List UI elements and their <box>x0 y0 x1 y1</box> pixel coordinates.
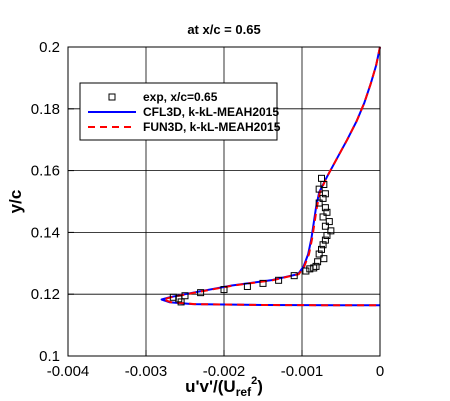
y-tick-label: 0.12 <box>31 286 60 303</box>
exp-data-point <box>319 241 327 249</box>
exp-data-point <box>320 181 328 189</box>
fun3d-series-line <box>162 46 381 307</box>
x-tick-label: 0 <box>376 363 384 380</box>
y-tick-label: 0.14 <box>31 224 60 241</box>
chart-title: at x/c = 0.65 <box>187 22 260 37</box>
legend-item-fun3d: FUN3D, k-kL-MEAH2015 <box>143 120 281 134</box>
exp-data-point <box>321 190 329 198</box>
y-axis-label: y/c <box>6 190 25 214</box>
exp-data-point <box>325 218 333 226</box>
exp-data-point <box>319 213 327 221</box>
y-tick-label: 0.18 <box>31 101 60 118</box>
exp-data-point <box>319 194 327 202</box>
exp-data-point <box>323 231 331 239</box>
legend-marker-square <box>108 93 116 101</box>
exp-data-point <box>321 204 329 212</box>
exp-data-point <box>306 265 314 273</box>
exp-data-point <box>323 208 331 216</box>
exp-data-point <box>321 222 329 230</box>
exp-data-point <box>197 289 205 297</box>
series-layer <box>160 46 381 307</box>
exp-data-point <box>315 185 323 193</box>
exp-data-point <box>177 298 185 306</box>
x-axis-label-subscript: ref <box>236 385 252 399</box>
exp-data-point <box>314 258 322 266</box>
exp-data-point <box>327 227 335 235</box>
exp-data-point <box>315 250 323 258</box>
exp-data-point <box>243 282 251 290</box>
exp-data-point <box>310 264 318 272</box>
x-axis-label-close: ) <box>257 377 263 396</box>
exp-data-point <box>275 276 283 284</box>
exp-data-point <box>321 236 329 244</box>
exp-data-point <box>169 293 177 301</box>
axis-ticks: -0.004 -0.003 -0.002 -0.001 0 0.1 0.12 0.14 0.16… <box>31 39 384 380</box>
legend-item-exp: exp, x/c=0.65 <box>143 90 218 104</box>
exp-data-point <box>318 245 325 253</box>
x-tick-label: -0.004 <box>47 363 90 380</box>
exp-data-point <box>259 279 267 287</box>
exp-data-point <box>220 286 228 294</box>
exp-data-point <box>302 267 310 275</box>
x-axis-label-main: u'v'/(U <box>185 377 236 396</box>
y-tick-label: 0.2 <box>39 39 60 56</box>
exp-data-point <box>290 272 298 280</box>
exp-data-point <box>315 199 323 207</box>
y-tick-label: 0.1 <box>39 348 60 365</box>
x-tick-label: -0.001 <box>281 363 324 380</box>
x-axis-label-superscript: 2 <box>251 375 257 387</box>
x-axis-label: u'v'/(Uref2) <box>185 375 263 399</box>
legend-item-cfl3d: CFL3D, k-kL-MEAH2015 <box>143 105 279 119</box>
x-tick-label: -0.002 <box>203 363 246 380</box>
y-tick-label: 0.16 <box>31 163 60 180</box>
x-tick-label: -0.003 <box>125 363 168 380</box>
